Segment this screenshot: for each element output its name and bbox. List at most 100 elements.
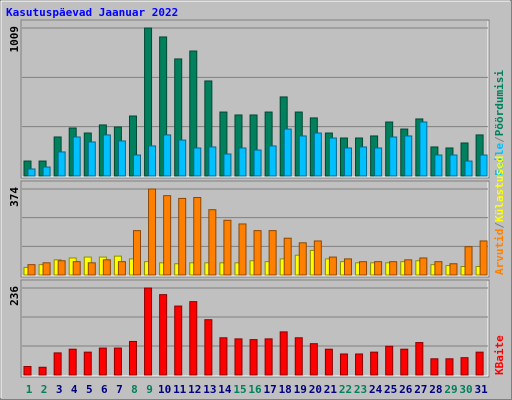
bar (193, 147, 202, 177)
bar (148, 188, 157, 276)
x-tick-label: 7 (116, 383, 123, 396)
bar (389, 261, 398, 276)
bar (460, 357, 469, 376)
x-tick-label: 13 (203, 383, 216, 396)
bar (98, 347, 107, 376)
bar (204, 319, 213, 376)
bar (249, 339, 258, 376)
bar (42, 166, 51, 177)
bar (174, 305, 183, 376)
bar (313, 132, 322, 177)
bar (359, 146, 368, 177)
bar (87, 262, 96, 276)
bar (42, 262, 51, 276)
bar (385, 345, 394, 376)
bar (434, 154, 443, 177)
bar (23, 366, 32, 376)
x-tick-label: 6 (101, 383, 108, 396)
bar (389, 136, 398, 177)
bar (159, 294, 168, 376)
x-tick-label: 2 (41, 383, 48, 396)
bar (193, 197, 202, 276)
bar (283, 128, 292, 177)
bar (163, 134, 172, 177)
bar (132, 154, 141, 177)
bar (370, 351, 379, 376)
x-tick-label: 11 (173, 383, 187, 396)
legend-entry: Arvutid (493, 229, 506, 275)
bar (117, 261, 126, 276)
bar (328, 137, 337, 177)
bar (343, 147, 352, 177)
bar (53, 352, 62, 376)
x-tick-label: 25 (384, 383, 397, 396)
x-tick-label: 23 (354, 383, 367, 396)
bar (404, 135, 413, 177)
bar (283, 237, 292, 276)
x-tick-label: 28 (429, 383, 442, 396)
bar (475, 351, 484, 376)
bar (253, 230, 262, 276)
bar (479, 154, 488, 177)
bar (27, 168, 36, 177)
bar (113, 347, 122, 376)
bar (434, 261, 443, 276)
bar (83, 351, 92, 376)
x-tick-label: 1 (26, 383, 33, 396)
bar (144, 287, 153, 376)
y-tick-label: 236 (8, 286, 21, 306)
bar (219, 337, 228, 376)
bar (132, 230, 141, 276)
bar (449, 154, 458, 177)
bar (238, 223, 247, 276)
legend: KBaite (493, 335, 506, 375)
legend-entry: Faile (493, 143, 506, 176)
bar (374, 261, 383, 276)
x-tick-label: 9 (146, 383, 153, 396)
x-tick-label: 24 (369, 383, 383, 396)
bar (253, 149, 262, 177)
bar (279, 331, 288, 376)
bar (178, 139, 187, 177)
bar (102, 134, 111, 177)
x-tick-label: 15 (233, 383, 246, 396)
bar (57, 260, 66, 276)
bar (479, 240, 488, 276)
bar (313, 240, 322, 276)
x-tick-label: 31 (474, 383, 488, 396)
bar (178, 197, 187, 276)
bar (27, 264, 36, 276)
legend-separator: / (493, 222, 506, 229)
bar (223, 153, 232, 177)
x-tick-label: 12 (188, 383, 201, 396)
x-tick-label: 18 (279, 383, 292, 396)
bar (298, 242, 307, 276)
x-tick-label: 29 (444, 383, 457, 396)
bar (374, 147, 383, 177)
bar (72, 136, 81, 177)
bar (68, 348, 77, 376)
bar (294, 337, 303, 376)
legend: Faile/Pöördumisi (493, 70, 506, 176)
legend-entry: Pöördumisi (493, 70, 506, 137)
bar (102, 259, 111, 276)
y-tick-label: 1009 (8, 26, 21, 53)
x-tick-label: 16 (248, 383, 262, 396)
bar (264, 338, 273, 376)
bar (87, 141, 96, 177)
x-tick-label: 10 (158, 383, 171, 396)
bar (268, 145, 277, 177)
legend-entry: Külastused (493, 156, 506, 222)
x-tick-label: 21 (324, 383, 338, 396)
bar (223, 219, 232, 276)
x-tick-label: 14 (218, 383, 232, 396)
x-tick-label: 20 (309, 383, 322, 396)
bar (464, 160, 473, 177)
bar (430, 358, 439, 376)
bar (38, 366, 47, 376)
legend: Arvutid/Külastused (493, 156, 506, 275)
bar (57, 151, 66, 177)
bar (328, 256, 337, 276)
legend-entry: KBaite (493, 335, 506, 375)
